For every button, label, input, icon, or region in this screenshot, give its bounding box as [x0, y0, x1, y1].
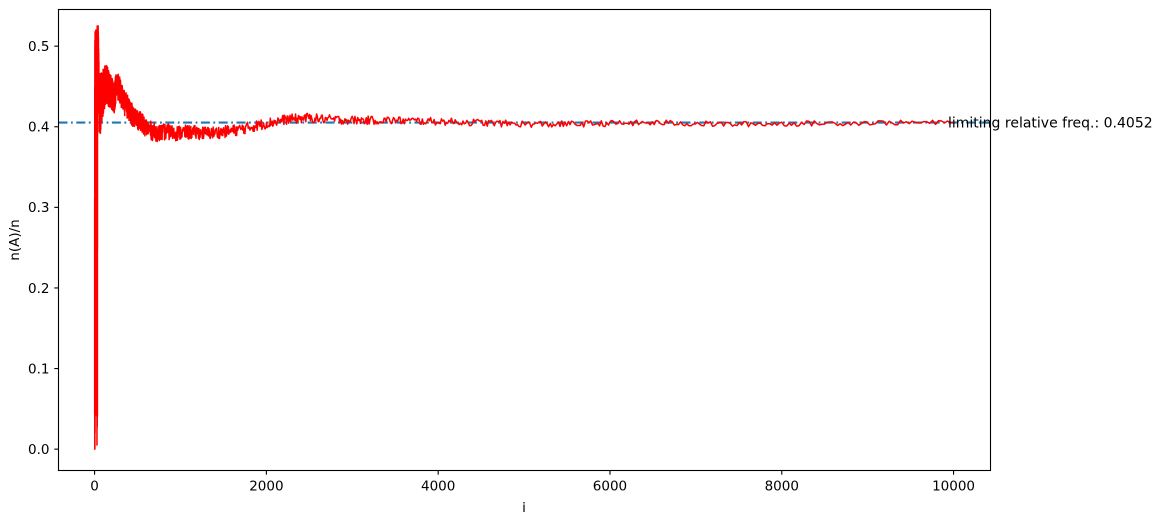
y-tick-label: 0.3 [28, 200, 49, 216]
plot-root: 0 2000 4000 6000 8000 10000 0.0 0.1 0.2 0.3 0.4 0.5… [7, 8, 1153, 516]
y-tick-label: 0.0 [28, 442, 49, 458]
y-tick-label: 0.4 [28, 120, 49, 136]
limiting-relative-frequency-label: limiting relative freq.: 0.4052 [948, 116, 1153, 132]
initial-transient-spike [93, 31, 99, 450]
y-tick-label: 0.5 [28, 39, 49, 55]
x-axis-title: i [522, 500, 526, 516]
x-tick-label: 4000 [421, 479, 455, 495]
y-axis-title: n(A)/n [7, 219, 23, 260]
relative-frequency-curve [93, 25, 955, 450]
x-tick-label: 8000 [765, 479, 799, 495]
y-tick-label: 0.1 [28, 361, 49, 377]
x-tick-label: 10000 [932, 479, 975, 495]
x-tick-label: 0 [90, 479, 99, 495]
x-tick-label: 6000 [593, 479, 627, 495]
axes-frame [57, 8, 992, 472]
y-tick-label: 0.2 [28, 281, 49, 297]
x-tick-label: 2000 [249, 479, 283, 495]
